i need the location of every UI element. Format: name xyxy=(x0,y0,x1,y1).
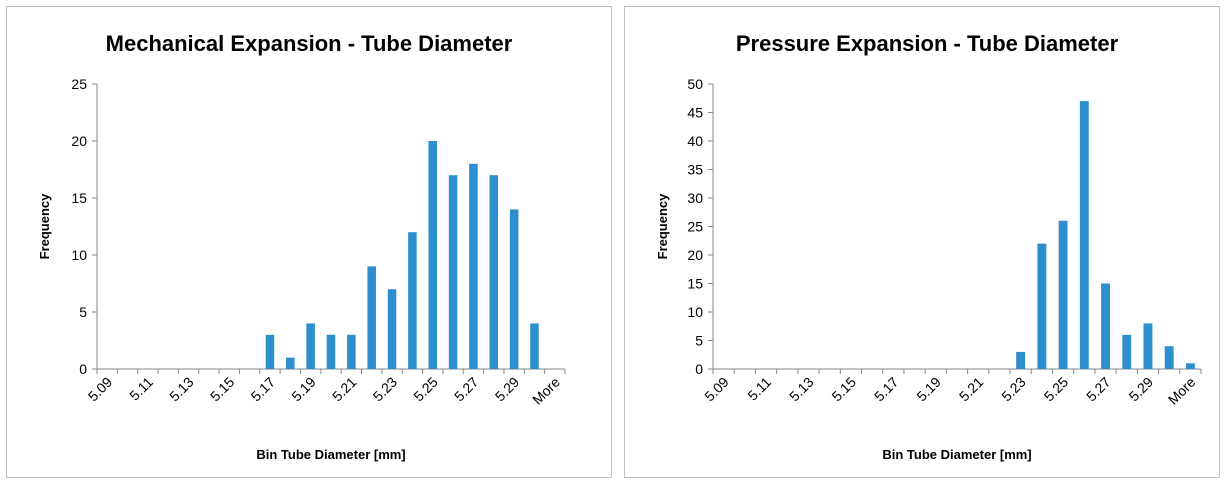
bar xyxy=(1185,363,1195,369)
bar xyxy=(367,266,376,369)
chart-title: Pressure Expansion - Tube Diameter xyxy=(736,31,1119,56)
y-tick-label: 0 xyxy=(695,361,703,377)
x-tick-label: 5.23 xyxy=(998,374,1029,405)
y-tick-label: 45 xyxy=(687,105,703,121)
y-tick-label: 20 xyxy=(71,133,87,149)
bar xyxy=(489,175,499,369)
x-tick-label: 5.29 xyxy=(492,374,523,405)
x-tick-label: 5.25 xyxy=(1041,374,1072,405)
bar xyxy=(387,289,397,369)
x-tick-label: 5.21 xyxy=(329,374,360,405)
bar xyxy=(265,334,275,369)
bar xyxy=(286,357,295,369)
y-tick-label: 10 xyxy=(71,247,87,263)
y-tick-label: 35 xyxy=(687,162,703,178)
bar xyxy=(408,232,417,369)
chart-panel-pressure: Pressure Expansion - Tube Diameter Freque… xyxy=(624,6,1220,478)
x-tick-label: 5.27 xyxy=(1083,374,1114,405)
chart-pressure: Pressure Expansion - Tube Diameter Freque… xyxy=(655,31,1202,462)
x-tick-label: 5.19 xyxy=(913,374,944,405)
x-axis-label: Bin Tube Diameter [mm] xyxy=(256,447,405,462)
y-tick-label: 5 xyxy=(79,304,87,320)
y-tick-label: 15 xyxy=(687,276,703,292)
x-tick-label: 5.15 xyxy=(207,374,238,405)
y-axis-label: Frequency xyxy=(655,193,670,260)
x-tick-label: 5.09 xyxy=(701,374,732,405)
y-tick-label: 10 xyxy=(687,304,703,320)
y-tick-label: 5 xyxy=(695,333,703,349)
bar xyxy=(428,141,438,369)
bar xyxy=(347,334,356,369)
bar xyxy=(1122,334,1132,369)
y-tick-label: 30 xyxy=(687,190,703,206)
bar xyxy=(509,209,519,369)
x-axis-label: Bin Tube Diameter [mm] xyxy=(882,447,1031,462)
x-tick-label: 5.21 xyxy=(956,374,987,405)
x-tick-label: 5.13 xyxy=(786,374,817,405)
bar xyxy=(530,323,539,369)
y-axis-label: Frequency xyxy=(37,193,52,260)
bar xyxy=(306,323,315,369)
y-tick-label: 0 xyxy=(79,361,87,377)
bar xyxy=(1164,346,1174,369)
bar xyxy=(1079,101,1089,369)
y-tick-label: 20 xyxy=(687,247,703,263)
x-tick-label: 5.25 xyxy=(410,374,441,405)
chart-title: Mechanical Expansion - Tube Diameter xyxy=(106,31,513,56)
bar xyxy=(1101,283,1110,369)
bar xyxy=(1058,220,1068,369)
x-tick-label: 5.15 xyxy=(828,374,859,405)
x-tick-label: 5.11 xyxy=(744,374,774,404)
x-tick-label: 5.19 xyxy=(288,374,319,405)
x-tick-label: 5.17 xyxy=(247,374,278,405)
y-tick-label: 50 xyxy=(687,76,703,92)
x-tick-label: 5.27 xyxy=(451,374,482,405)
x-tick-label: 5.11 xyxy=(126,374,156,404)
chart-mechanical: Mechanical Expansion - Tube Diameter Freq… xyxy=(37,31,566,462)
bar xyxy=(1016,351,1026,369)
x-tick-label: More xyxy=(1165,374,1199,408)
chart-panel-mechanical: Mechanical Expansion - Tube Diameter Freq… xyxy=(6,6,612,478)
x-tick-label: More xyxy=(529,374,563,408)
x-tick-label: 5.09 xyxy=(85,374,116,405)
y-tick-label: 15 xyxy=(71,190,87,206)
y-tick-label: 25 xyxy=(687,219,703,235)
y-tick-label: 25 xyxy=(71,76,87,92)
bar xyxy=(448,175,458,369)
x-tick-label: 5.23 xyxy=(370,374,401,405)
x-tick-label: 5.29 xyxy=(1125,374,1156,405)
bar xyxy=(1143,323,1153,369)
bar xyxy=(1037,243,1047,369)
bar xyxy=(326,334,336,369)
x-tick-label: 5.13 xyxy=(166,374,197,405)
x-tick-label: 5.17 xyxy=(871,374,902,405)
bar xyxy=(469,163,478,369)
y-tick-label: 40 xyxy=(687,133,703,149)
